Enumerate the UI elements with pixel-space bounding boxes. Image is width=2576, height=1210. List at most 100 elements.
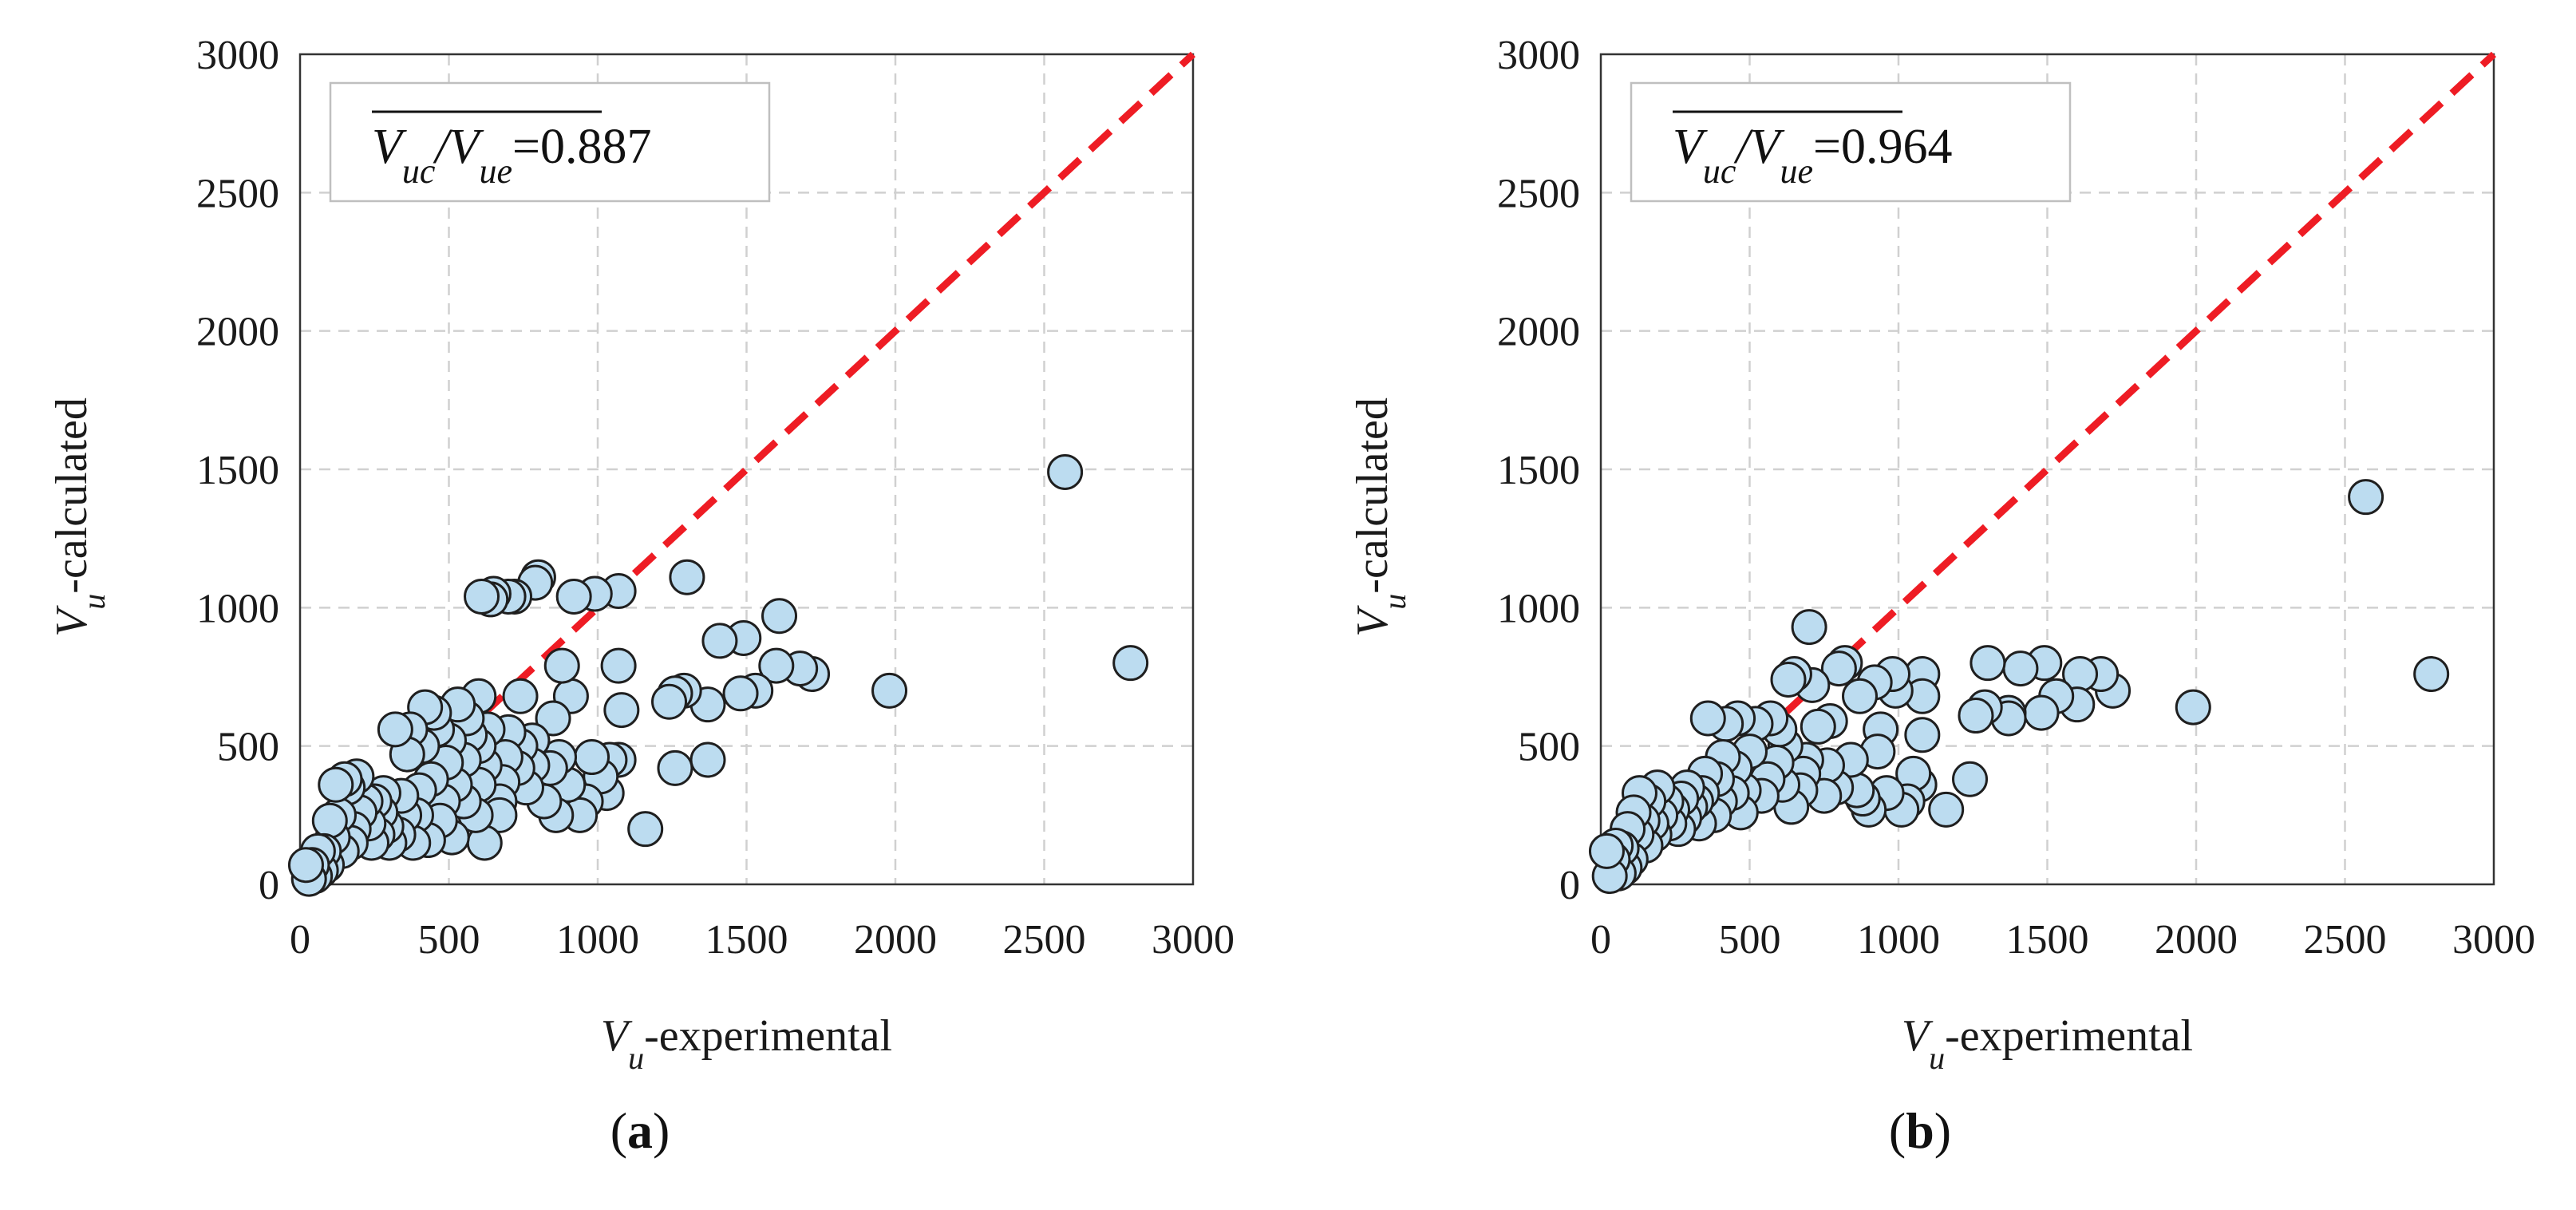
chart-panel-b: 0 500 1000 1500 2000 2500 3000 0 500 1000 1500 200… [1288,0,2576,1210]
data-point [1047,453,1084,490]
legend-ratio-text: Vuc/Vue=0.887 [372,120,652,191]
y-axis-label: Vu-calculated [47,397,112,637]
data-point [1958,698,1994,734]
data-point [689,741,726,778]
data-point [543,647,580,684]
legend-value: =0.887 [512,120,651,174]
legend-num: V [1673,120,1708,174]
data-point [287,847,324,884]
data-point [1904,717,1941,753]
scatter-chart-b: 0 500 1000 1500 2000 2500 3000 0 500 1000 1500 200… [1348,33,2535,1076]
data-point [761,598,798,635]
data-point [377,711,413,748]
plot-frame [1599,53,2495,886]
data-point [1112,645,1149,682]
x-axis-sub: u [628,1040,644,1076]
data-point [657,749,693,786]
x-tick-label: 2500 [1003,917,1086,963]
x-axis-label: Vu-experimental [1902,1011,2193,1076]
y-tick-label: 500 [1518,725,1580,770]
data-point [2175,689,2211,726]
y-tick-label: 3000 [196,33,279,78]
data-point [1588,832,1625,869]
x-axis-symbol: V [601,1011,633,1061]
legend-den-sub: ue [1780,152,1814,191]
data-point [871,672,908,709]
data-point [1928,791,1965,828]
y-tick-label: 2000 [196,310,279,355]
y-axis-text: -calculated [47,397,97,594]
data-point [311,802,348,839]
x-tick-label: 1500 [705,917,788,963]
x-tick-label: 0 [290,917,310,963]
x-tick-label: 2000 [2155,917,2238,963]
data-point [502,678,539,714]
y-tick-label: 2500 [196,171,279,216]
reference-line-y-equals-x [297,51,1196,888]
data-point [1770,661,1807,698]
x-tick-label: 0 [1590,917,1611,963]
y-tick-label: 3000 [1497,33,1580,78]
panel-caption-a: (a) [610,1102,670,1159]
data-point [600,647,637,684]
data-point [535,700,571,737]
x-axis-text: -experimental [644,1011,892,1061]
legend-num-sub: uc [1703,152,1736,191]
data-point [318,766,354,803]
x-tick-label: 3000 [1152,917,1235,963]
data-point [2023,694,2060,731]
data-point [1952,761,1989,797]
legend-box: Vuc/Vue=0.964 [1630,81,2072,203]
chart-panel-a: 0 500 1000 1500 2000 2500 3000 0 500 1000 1500 200… [47,33,1235,1159]
x-axis-label: Vu-experimental [601,1011,892,1076]
x-tick-label: 2500 [2304,917,2387,963]
data-point [2348,479,2384,516]
data-point [669,559,705,595]
y-tick-label: 1500 [1497,448,1580,493]
y-axis-sub: u [76,594,112,610]
y-tick-label: 2500 [1497,171,1580,216]
x-tick-label: 1000 [1857,917,1940,963]
y-tick-label: 500 [217,725,279,770]
panel-caption-b: (b) [1888,1102,1952,1159]
reference-line-y-equals-x [1598,51,2497,888]
legend-den: V [449,120,484,174]
y-axis-label: Vu-calculated [1348,397,1412,637]
data-point [2413,656,2450,693]
scatter-chart-a: 0 500 1000 1500 2000 2500 3000 0 500 1000 1500 200… [47,33,1235,1076]
legend-den: V [1750,120,1785,174]
legend-ratio-text: Vuc/Vue=0.964 [1673,120,1953,191]
data-point [1842,678,1879,714]
y-tick-label: 2000 [1497,310,1580,355]
data-point [1800,708,1836,745]
x-tick-label: 3000 [2452,917,2535,963]
data-point [603,692,640,729]
y-tick-label: 1500 [196,448,279,493]
x-axis-text: -experimental [1945,1011,2193,1061]
data-point [758,647,795,684]
data-point [722,675,759,712]
y-tick-label: 1000 [196,586,279,631]
data-point [2002,650,2039,687]
x-axis-sub: u [1929,1040,1945,1076]
x-axis-symbol: V [1902,1011,1934,1061]
x-tick-label: 2000 [854,917,937,963]
data-point [1820,650,1857,687]
data-point [1791,609,1827,646]
data-point [574,739,610,776]
y-axis-text: -calculated [1348,397,1397,594]
data-point [1970,645,2006,682]
data-point [701,623,738,659]
data-point [651,683,688,720]
y-axis-symbol: V [47,605,97,637]
legend-den-sub: ue [480,152,513,191]
x-tick-label: 500 [418,917,480,963]
y-axis-symbol: V [1348,605,1397,637]
x-tick-label: 500 [1719,917,1781,963]
x-tick-label: 1000 [556,917,639,963]
data-point [464,578,500,615]
plot-frame [298,53,1195,886]
legend-value: =0.964 [1813,120,1952,174]
legend-num: V [372,120,407,174]
x-tick-label: 1500 [2006,917,2089,963]
